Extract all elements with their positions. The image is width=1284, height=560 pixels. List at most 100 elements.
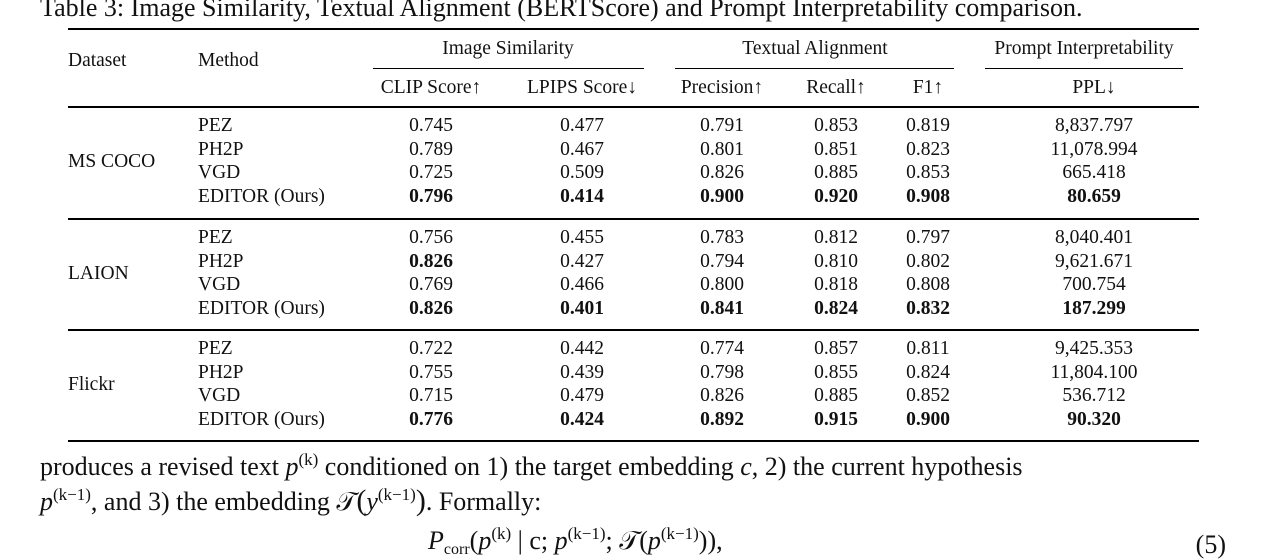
cell-ppl: 9,621.671 [1055,250,1133,272]
method-name: EDITOR (Ours) [198,409,325,431]
text-run: . Formally: [425,487,542,516]
math-sup: (k−1) [53,485,91,504]
header-method: Method [198,50,259,71]
math-sup: (k) [298,450,319,469]
bottom-rule [68,440,1199,442]
math-p: p [554,526,568,555]
cell-ppl: 187.299 [1062,298,1126,320]
header-recall: Recall↑ [806,77,866,98]
method-name: VGD [198,385,241,407]
text-run: , and 3) the embedding [90,487,337,516]
cell-lpips: 0.455 [560,227,604,248]
text-run: conditioned on 1) the target embedding [318,452,741,481]
cell-recall: 0.812 [814,227,858,248]
cell-recall: 0.851 [814,138,858,160]
cell-precision: 0.841 [700,298,744,320]
cell-clip: 0.722 [409,338,453,359]
cell-precision: 0.791 [700,115,744,136]
section-rule-2 [68,329,1199,331]
method-name: PEZ [198,338,233,359]
cell-precision: 0.826 [700,162,744,184]
cell-precision: 0.794 [700,250,744,272]
cell-ppl: 665.418 [1062,162,1126,184]
cell-recall: 0.818 [814,274,858,296]
group-rule-image [373,68,644,69]
cell-recall: 0.857 [814,338,858,359]
group-rule-prompt [985,68,1183,69]
cell-ppl: 8,837.797 [1055,115,1133,136]
cell-clip: 0.745 [409,115,453,136]
cell-precision: 0.798 [700,361,744,383]
method-name: PH2P [198,138,244,160]
math-sub: corr [443,541,470,558]
body-line-2: p(k−1), and 3) the embedding 𝒯(y(k−1)). … [40,484,542,517]
cell-f1: 0.900 [906,409,950,431]
cell-clip: 0.725 [409,162,453,184]
cell-recall: 0.824 [814,298,858,320]
cell-recall: 0.853 [814,115,858,136]
cell-recall: 0.915 [814,409,858,431]
equation-number: (5) [1195,530,1226,559]
cell-lpips: 0.439 [560,361,604,383]
cell-ppl: 700.754 [1062,274,1126,296]
dataset-name: Flickr [68,373,115,395]
cell-clip: 0.796 [409,186,453,208]
math-c: c [740,452,752,481]
cell-recall: 0.810 [814,250,858,272]
cell-f1: 0.808 [906,274,950,296]
top-rule [68,28,1199,30]
math-p: p [478,526,492,555]
cell-lpips: 0.466 [560,274,604,296]
header-group-image-similarity: Image Similarity [442,38,574,59]
cell-clip: 0.755 [409,361,453,383]
header-f1: F1↑ [912,77,944,98]
math-p: p [40,487,53,516]
cell-lpips: 0.479 [560,385,604,407]
cell-clip: 0.826 [409,298,453,320]
header-group-textual-alignment: Textual Alignment [742,38,888,59]
cell-precision: 0.801 [700,138,744,160]
cell-lpips: 0.424 [560,409,604,431]
method-name: PEZ [198,115,233,136]
method-name: VGD [198,274,241,296]
cell-lpips: 0.427 [560,250,604,272]
cell-ppl: 11,078.994 [1050,138,1138,160]
cell-f1: 0.797 [906,227,950,248]
method-name: PH2P [198,250,244,272]
header-ppl: PPL↓ [1072,77,1116,98]
cell-clip: 0.776 [409,409,453,431]
group-rule-text [675,68,954,69]
section-rule-1 [68,218,1199,220]
cell-f1: 0.802 [906,250,950,272]
cell-clip: 0.789 [409,138,453,160]
cell-lpips: 0.442 [560,338,604,359]
cell-recall: 0.920 [814,186,858,208]
cell-f1: 0.832 [906,298,950,320]
cell-recall: 0.885 [814,385,858,407]
cell-f1: 0.819 [906,115,950,136]
math-p: p [285,452,299,481]
math-sup: (k−1) [567,524,606,543]
cell-f1: 0.908 [906,186,950,208]
method-name: PH2P [198,361,244,383]
method-name: EDITOR (Ours) [198,186,325,208]
math-sup: (k) [491,524,512,543]
cell-precision: 0.892 [700,409,744,431]
equation-line: Pcorr(p(k) | c; p(k−1); 𝒯(p(k−1))), [428,524,723,558]
cell-ppl: 80.659 [1067,186,1121,208]
cell-clip: 0.715 [409,385,453,407]
header-clip: CLIP Score↑ [380,77,482,98]
math-sup: (k−1) [377,485,416,504]
method-name: PEZ [198,227,233,248]
text-run: , 2) the current hypothesis [751,452,1023,481]
cell-precision: 0.800 [700,274,744,296]
cell-lpips: 0.509 [560,162,604,184]
math-T: 𝒯 [619,526,640,555]
cell-ppl: 536.712 [1062,385,1126,407]
math-y: y [366,487,378,516]
cell-f1: 0.824 [906,361,950,383]
cell-clip: 0.769 [409,274,453,296]
cell-lpips: 0.401 [560,298,604,320]
cell-clip: 0.756 [409,227,453,248]
cell-precision: 0.774 [700,338,744,359]
